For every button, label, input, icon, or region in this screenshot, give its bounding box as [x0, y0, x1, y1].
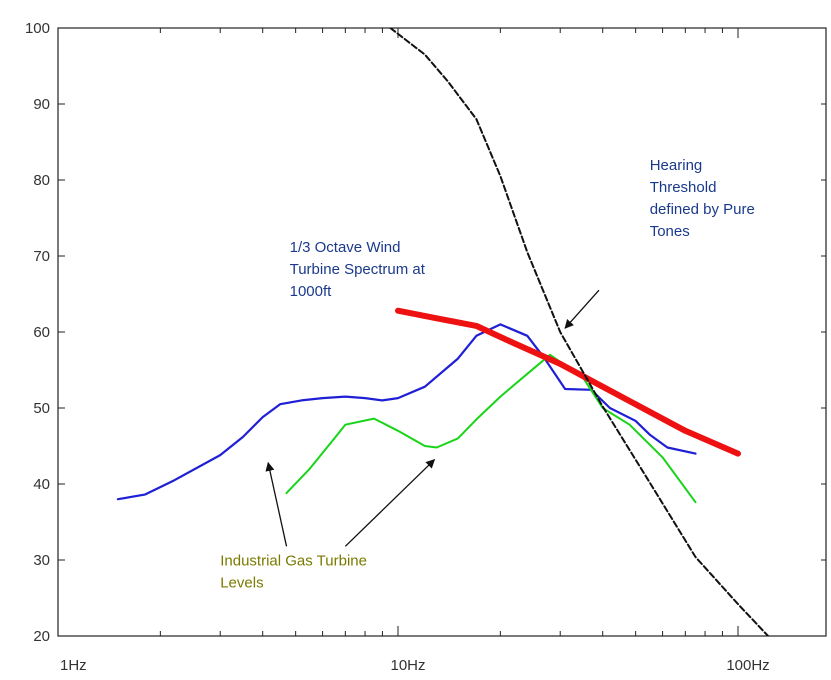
y-tick-label: 70 — [33, 248, 50, 265]
wind-turbine-annotation-line: 1/3 Octave Wind — [290, 239, 401, 256]
x-tick-label: 100Hz — [726, 657, 769, 674]
gas-turbine-annotation-line: Levels — [220, 574, 263, 591]
hearing-threshold-annotation-line: Hearing — [650, 157, 703, 174]
wind-turbine-annotation: 1/3 Octave Wind Turbine Spectrum at 1000ft — [290, 239, 426, 300]
red-series-line — [395, 307, 741, 457]
wind-turbine-annotation-line: 1000ft — [290, 283, 333, 300]
axes: 20 30 40 50 60 70 80 90 100 1Hz 10Hz 100Hz — [25, 20, 827, 674]
wind-turbine-annotation-line: Turbine Spectrum at — [290, 261, 426, 278]
y-tick-label: 50 — [33, 400, 50, 417]
red-series-line-group — [395, 307, 741, 457]
hearing-threshold-line — [389, 28, 770, 636]
y-tick-label: 100 — [25, 20, 50, 37]
series-group — [116, 28, 770, 636]
green-series-line-group — [285, 353, 697, 504]
blue-series-line-group — [116, 323, 697, 501]
hearing-threshold-annotation-line: Threshold — [650, 179, 717, 196]
annotation-arrow — [344, 459, 436, 547]
y-tick-label: 30 — [33, 552, 50, 569]
hearing-threshold-annotation-line: defined by Pure — [650, 201, 755, 218]
blue-series-line — [116, 323, 697, 501]
annotation-arrow — [564, 289, 600, 329]
x-tick-label: 1Hz — [60, 657, 87, 674]
hearing-threshold-annotation: Hearing Threshold defined by Pure Tones — [564, 157, 755, 329]
hearing-threshold-annotation-line: Tones — [650, 223, 690, 240]
gas-turbine-annotation: Industrial Gas Turbine Levels — [220, 459, 436, 591]
plot-frame — [57, 27, 827, 637]
hearing-threshold-line-group — [389, 28, 770, 636]
green-series-line — [285, 353, 697, 504]
gas-turbine-annotation-line: Industrial Gas Turbine — [220, 552, 367, 569]
annotations: 1/3 Octave Wind Turbine Spectrum at 1000ft… — [220, 157, 755, 591]
y-tick-label: 20 — [33, 628, 50, 645]
y-tick-label: 60 — [33, 324, 50, 341]
y-tick-label: 80 — [33, 172, 50, 189]
y-tick-label: 90 — [33, 96, 50, 113]
annotation-arrow — [265, 461, 288, 547]
x-tick-label: 10Hz — [390, 657, 425, 674]
y-tick-label: 40 — [33, 476, 50, 493]
